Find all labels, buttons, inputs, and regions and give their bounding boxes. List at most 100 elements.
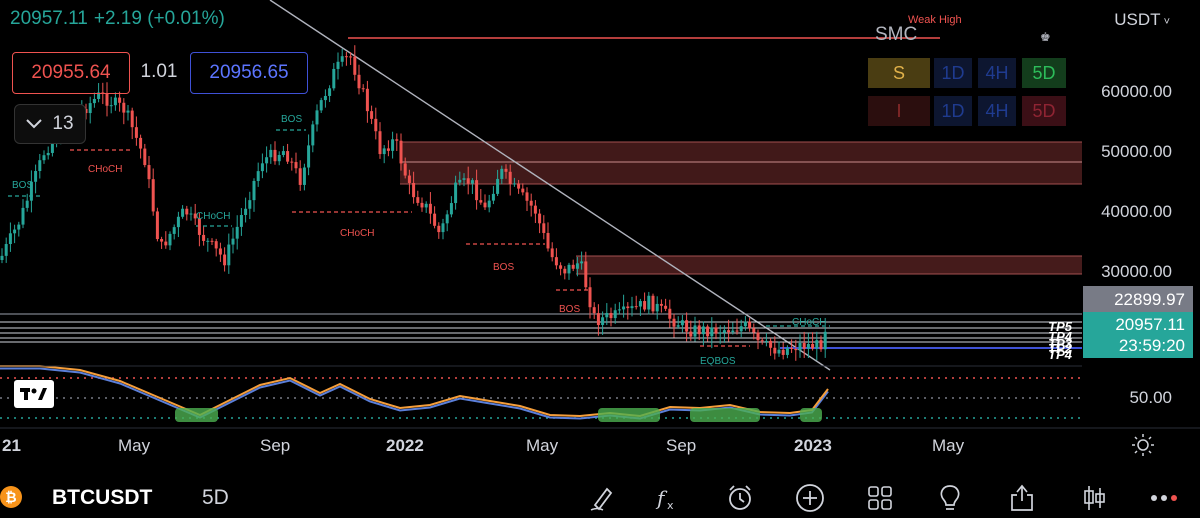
candle-body: [101, 92, 105, 94]
ideas-icon[interactable]: [930, 478, 970, 518]
smc-s-1d[interactable]: 1D: [934, 58, 972, 88]
candle-body: [659, 303, 663, 306]
sell-button[interactable]: 20955.64: [12, 52, 130, 94]
candle-body: [319, 100, 323, 111]
candle-body: [164, 241, 168, 246]
candle-body: [88, 103, 92, 114]
bitcoin-icon: ₿: [0, 486, 22, 508]
weak-high-label: Weak High: [908, 14, 962, 26]
alert-icon[interactable]: [720, 478, 760, 518]
candle-body: [638, 301, 642, 307]
candle-body: [340, 56, 344, 62]
candles-group: [0, 45, 827, 361]
candle-body: [563, 268, 567, 274]
candle-body: [113, 97, 117, 106]
tp4-label: TP4: [1048, 329, 1072, 344]
smc-s-cell[interactable]: S: [868, 58, 930, 88]
candle-body: [206, 240, 210, 242]
candle-body: [752, 328, 756, 333]
candle-body: [664, 305, 668, 309]
candle-body: [256, 171, 260, 181]
candle-body: [592, 307, 596, 314]
candle-body: [567, 264, 571, 274]
candle-body: [227, 244, 231, 266]
candle-body: [777, 349, 781, 354]
candle-body: [764, 340, 768, 342]
candle-body: [533, 205, 537, 214]
candle-body: [265, 157, 269, 164]
layout-icon[interactable]: [860, 478, 900, 518]
smc-i-4h[interactable]: 4H: [978, 96, 1016, 126]
currency-selector[interactable]: USDT ˅: [1114, 10, 1170, 30]
candle-body: [139, 137, 143, 149]
candle-body: [588, 287, 592, 308]
candle-body: [197, 218, 201, 235]
symbol-name[interactable]: BTCUSDT: [52, 486, 153, 509]
candle-body: [403, 163, 407, 176]
candle-body: [542, 223, 546, 233]
tp3-label: TP3: [1048, 336, 1072, 351]
share-icon[interactable]: [1002, 478, 1042, 518]
tp2-label: TP2: [1048, 341, 1072, 356]
smc-i-5d[interactable]: 5D: [1022, 96, 1066, 126]
candle-body: [580, 261, 584, 264]
more-icon[interactable]: [1144, 478, 1184, 518]
candle-body: [328, 88, 332, 96]
candle-body: [554, 257, 558, 266]
candle-type-icon[interactable]: [1074, 478, 1114, 518]
candle-body: [685, 320, 689, 332]
candle-body: [0, 255, 4, 260]
candle-body: [122, 102, 126, 113]
candle-body: [668, 308, 672, 319]
time-label-sep-2: Sep: [666, 436, 697, 455]
candle-body: [176, 216, 180, 228]
smc-i-1d[interactable]: 1D: [934, 96, 972, 126]
candle-body: [689, 331, 693, 337]
candle-body: [500, 168, 504, 179]
candle-body: [710, 327, 714, 337]
candle-body: [475, 180, 479, 201]
candle-body: [496, 178, 500, 194]
trendline[interactable]: [269, 0, 831, 371]
smc-i-cell[interactable]: I: [868, 96, 930, 126]
smc-s-4h[interactable]: 4H: [978, 58, 1016, 88]
buy-button[interactable]: 20956.65: [190, 52, 308, 94]
candle-body: [13, 229, 17, 234]
timeframe-button[interactable]: 5D: [202, 486, 229, 509]
candle-body: [613, 310, 617, 319]
candle-body: [50, 141, 54, 153]
candle-body: [697, 325, 701, 335]
candle-body: [281, 151, 285, 155]
candle-body: [790, 347, 794, 350]
candle-body: [571, 264, 575, 269]
draw-icon[interactable]: [582, 478, 622, 518]
candle-body: [151, 179, 155, 212]
choch-label-1: CHoCH: [196, 211, 230, 222]
settings-sun-icon[interactable]: [1132, 434, 1154, 456]
candle-body: [42, 155, 46, 161]
add-icon[interactable]: [790, 478, 830, 518]
smc-s-5d[interactable]: 5D: [1022, 58, 1066, 88]
price-chart[interactable]: BOS BOS CHoCH CHoCH CHoCH BOS BOS EQBOS …: [0, 0, 1200, 470]
candle-body: [643, 301, 647, 310]
time-label-sep-1: Sep: [260, 436, 291, 455]
candle-body: [399, 140, 403, 164]
candle-body: [126, 110, 130, 113]
candle-body: [798, 342, 802, 351]
tp5-label: TP5: [1048, 319, 1072, 334]
candle-body: [605, 313, 609, 318]
candle-body: [596, 313, 600, 326]
supply-zone-lower: [576, 256, 1082, 274]
candle-body: [323, 95, 327, 101]
candle-body: [727, 330, 731, 333]
candle-body: [294, 162, 298, 169]
indicators-collapse-button[interactable]: 13: [14, 104, 86, 144]
time-label-may-1: May: [118, 436, 151, 455]
candle-body: [424, 203, 428, 208]
candle-body: [189, 213, 193, 215]
candle-body: [487, 200, 491, 208]
rsi-oversold-fill: [690, 408, 760, 422]
candle-body: [756, 332, 760, 341]
candle-body: [361, 88, 365, 90]
